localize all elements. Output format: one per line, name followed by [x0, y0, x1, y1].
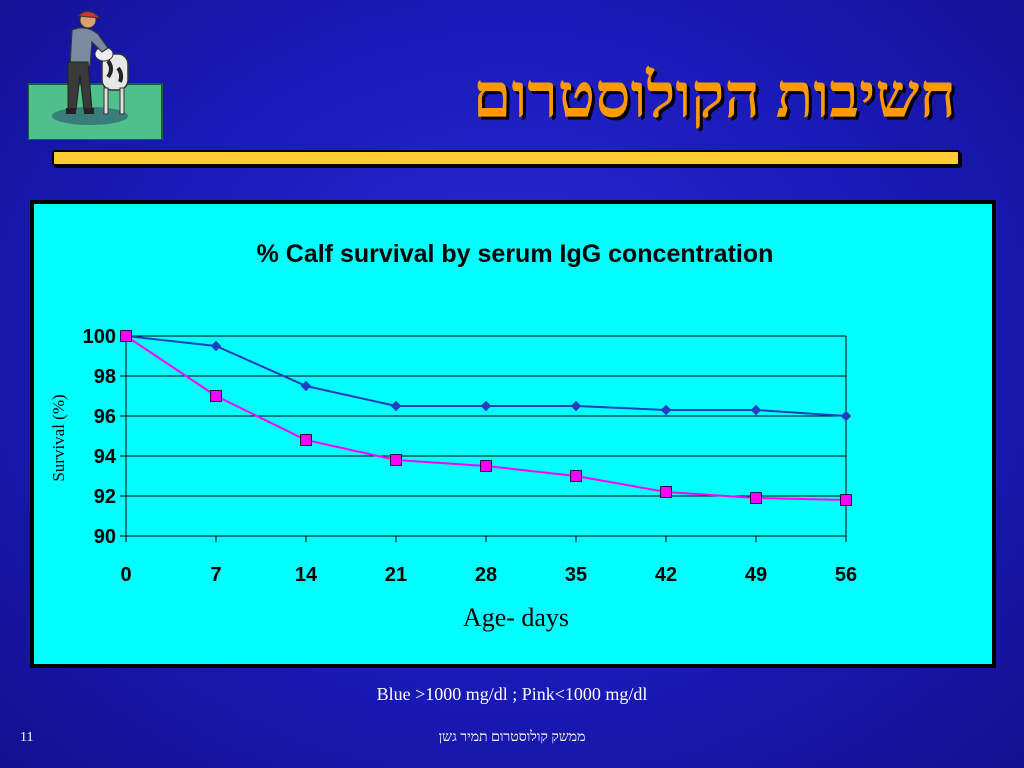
y-tick-label: 100	[83, 326, 116, 348]
x-tick-label: 35	[565, 564, 587, 586]
footer-text: ממשק קולוסטרום תמיר גשן	[438, 730, 586, 745]
x-tick-label: 0	[120, 564, 131, 586]
x-tick-label: 28	[475, 564, 497, 586]
data-point-square	[570, 470, 582, 482]
data-point-square	[840, 494, 852, 506]
data-point-diamond	[840, 410, 852, 422]
x-tick-label: 42	[655, 564, 677, 586]
data-point-diamond	[570, 400, 582, 412]
data-point-square	[660, 486, 672, 498]
x-tick-label: 7	[210, 564, 221, 586]
data-point-diamond	[390, 400, 402, 412]
data-point-diamond	[750, 404, 762, 416]
x-tick-label: 21	[385, 564, 407, 586]
data-point-diamond	[480, 400, 492, 412]
farmer-with-calf-icon	[28, 11, 163, 140]
data-point-square	[390, 454, 402, 466]
data-point-square	[480, 460, 492, 472]
y-tick-label: 96	[94, 406, 116, 428]
chart-panel: % Calf survival by serum IgG concentrati…	[30, 200, 996, 668]
slide-title: חשיבות הקולוסטרום	[472, 63, 956, 131]
legend-note: Blue >1000 mg/dl ; Pink<1000 mg/dl	[376, 684, 648, 704]
y-tick-label: 98	[94, 366, 116, 388]
data-point-diamond	[210, 340, 222, 352]
x-tick-label: 14	[295, 564, 318, 586]
data-point-square	[750, 492, 762, 504]
chart-title: % Calf survival by serum IgG concentrati…	[257, 240, 774, 268]
x-axis-label: Age- days	[463, 603, 569, 632]
y-axis-label: Survival (%)	[49, 394, 68, 481]
series-line-2	[125, 335, 847, 501]
data-point-square	[210, 390, 222, 402]
x-tick-label: 56	[835, 564, 857, 586]
y-tick-label: 90	[94, 526, 116, 548]
survival-chart: % Calf survival by serum IgG concentrati…	[49, 240, 857, 632]
title-underline	[52, 150, 960, 166]
data-point-square	[300, 434, 312, 446]
data-point-square	[120, 330, 132, 342]
data-point-diamond	[660, 404, 672, 416]
data-point-diamond	[300, 380, 312, 392]
x-tick-label: 49	[745, 564, 767, 586]
y-tick-label: 92	[94, 486, 116, 508]
y-tick-label: 94	[94, 446, 117, 468]
slide-number: 11	[20, 730, 34, 745]
